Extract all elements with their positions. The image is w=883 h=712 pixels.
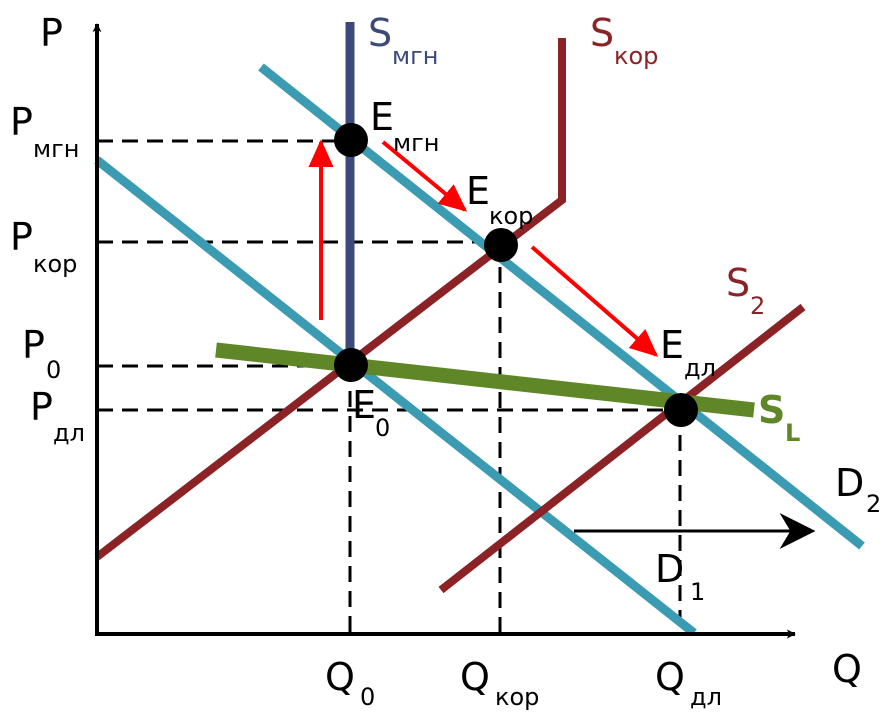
label-q-0: Q 0 — [325, 655, 375, 711]
label-s-mgn-main: S — [368, 11, 392, 55]
label-p-mgn-sub: мгн — [33, 135, 79, 163]
label-s-kor-sub: кор — [614, 42, 658, 70]
label-e-0-sub: 0 — [375, 414, 390, 442]
label-p-0: P 0 — [22, 323, 61, 384]
supply-curve-s-kor — [94, 38, 566, 561]
label-e-kor-main: E — [466, 169, 490, 213]
label-s-2-sub: 2 — [750, 292, 765, 320]
label-e-mgn-main: E — [370, 95, 394, 139]
label-e-0: E 0 — [352, 383, 390, 442]
label-d-1-sub: 1 — [690, 578, 705, 606]
point-e-dl — [664, 393, 698, 427]
label-q-dl-sub: дл — [690, 683, 722, 711]
label-e-dl-sub: дл — [684, 354, 716, 382]
label-d-2-sub: 2 — [866, 490, 881, 518]
label-s-l-main: S — [758, 388, 785, 432]
label-e-kor: E кор — [466, 169, 533, 230]
label-p-0-main: P — [22, 323, 45, 367]
point-e-mgn — [334, 123, 368, 157]
label-s-2-main: S — [726, 261, 750, 305]
label-s-l: S L — [758, 388, 800, 447]
label-q-kor: Q кор — [460, 655, 539, 711]
label-q-0-main: Q — [325, 655, 355, 699]
label-p-mgn-main: P — [10, 100, 33, 144]
label-p-kor-sub: кор — [33, 250, 77, 278]
label-d-1-main: D — [655, 547, 684, 591]
label-q-dl: Q дл — [655, 655, 722, 711]
label-p-dl: P дл — [30, 385, 85, 447]
to-e-dl-arrow — [530, 245, 659, 357]
label-q-dl-main: Q — [655, 655, 685, 699]
label-s-mgn: S мгн — [368, 11, 438, 70]
label-s-2: S 2 — [726, 261, 765, 320]
supply-curve-s-l — [215, 342, 755, 418]
label-p-0-sub: 0 — [46, 356, 61, 384]
label-q-kor-sub: кор — [495, 683, 539, 711]
label-e-dl-main: E — [660, 323, 684, 367]
label-d-2-main: D — [835, 461, 864, 505]
to-e-kor-arrow — [381, 140, 468, 212]
y-axis-label: P — [40, 11, 63, 55]
demand-curve-d1 — [94, 156, 697, 637]
label-p-dl-sub: дл — [53, 419, 85, 447]
label-d-1: D 1 — [655, 547, 705, 606]
movement-arrows — [308, 139, 659, 357]
label-e-mgn: E мгн — [370, 95, 439, 157]
label-p-mgn: P мгн — [10, 100, 79, 163]
label-s-mgn-sub: мгн — [392, 42, 438, 70]
label-p-kor-main: P — [10, 215, 33, 259]
label-p-kor: P кор — [10, 215, 77, 278]
label-q-kor-main: Q — [460, 655, 490, 699]
x-axis-label: Q — [832, 647, 862, 691]
label-e-mgn-sub: мгн — [393, 129, 439, 157]
label-s-kor-main: S — [590, 11, 614, 55]
label-p-dl-main: P — [30, 385, 53, 429]
label-s-kor: S кор — [590, 11, 658, 70]
label-s-l-sub: L — [785, 419, 800, 447]
label-e-0-main: E — [352, 383, 376, 427]
point-e-kor — [484, 228, 518, 262]
label-e-dl: E дл — [660, 323, 716, 382]
label-e-kor-sub: кор — [489, 202, 533, 230]
label-q-0-sub: 0 — [360, 683, 375, 711]
supply-curve-s2 — [438, 303, 806, 594]
label-d-2: D 2 — [835, 461, 881, 518]
point-e-0 — [334, 348, 368, 382]
